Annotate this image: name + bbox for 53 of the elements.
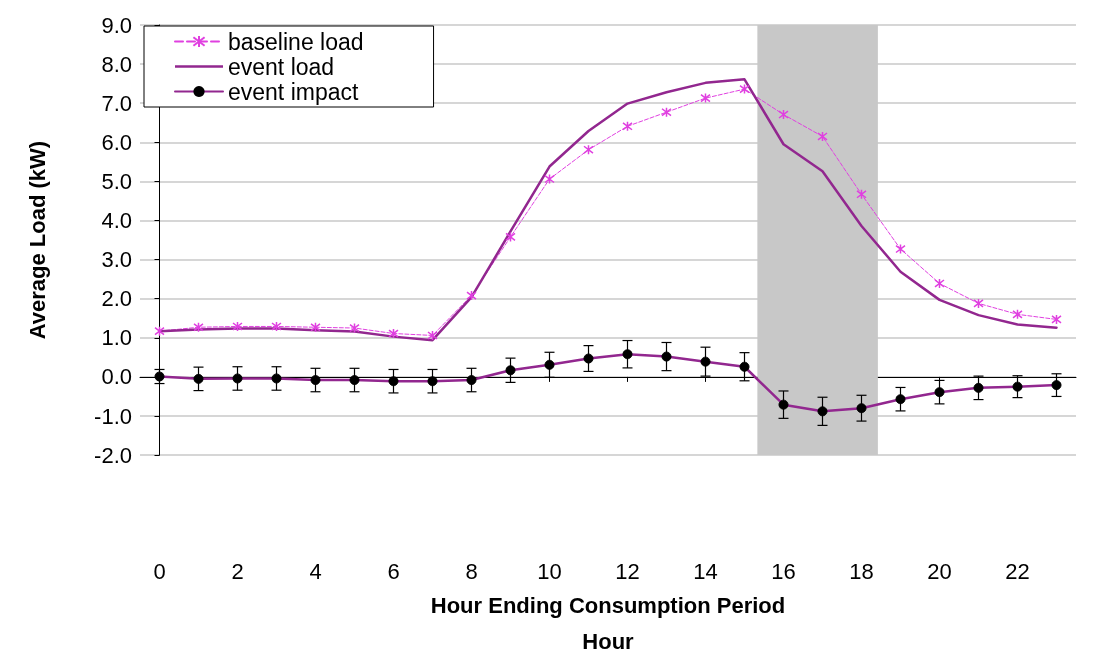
point — [388, 328, 399, 339]
point — [739, 83, 750, 95]
point — [817, 131, 828, 142]
point — [505, 231, 516, 243]
y-tick-label: -2.0 — [94, 442, 132, 468]
y-tick-label: 7.0 — [101, 90, 132, 116]
x-tick-label: 22 — [1005, 558, 1030, 584]
x-tick-label: 2 — [231, 558, 244, 584]
point — [427, 330, 438, 341]
x-tick-label: 12 — [615, 558, 640, 584]
point — [349, 322, 360, 334]
point — [154, 325, 165, 337]
point — [622, 121, 633, 132]
point — [700, 92, 711, 104]
y-tick-label: 3.0 — [101, 247, 132, 273]
y-tick-label: 0.0 — [101, 364, 132, 390]
x-tick-label: 10 — [537, 558, 562, 584]
y-tick-label: 6.0 — [101, 129, 132, 155]
y-axis-title: Average Load (kW) — [24, 140, 50, 340]
x-tick-label: 6 — [387, 558, 400, 584]
point — [466, 290, 477, 301]
x-tick-label: 14 — [693, 558, 718, 584]
y-tick-label: -1.0 — [94, 403, 132, 429]
point — [934, 278, 945, 289]
y-tick-label: 8.0 — [101, 51, 132, 77]
point — [310, 321, 321, 333]
point — [583, 144, 594, 155]
y-tick-label: 1.0 — [101, 325, 132, 351]
legend-label: baseline load — [228, 28, 364, 55]
x-tick-label: 4 — [309, 558, 322, 584]
point — [856, 189, 867, 200]
x-tick-label: 20 — [927, 558, 952, 584]
point — [232, 321, 243, 332]
legend-label: event impact — [228, 78, 360, 105]
point — [661, 106, 672, 118]
x-axis-title: Hour Ending Consumption Period Hour — [430, 592, 786, 654]
x-tick-label: 8 — [465, 558, 478, 584]
x-tick-label: 0 — [153, 558, 166, 584]
y-tick-label: 2.0 — [101, 286, 132, 312]
y-tick-label: 5.0 — [101, 168, 132, 194]
point — [1012, 309, 1023, 320]
point — [544, 173, 555, 185]
x-tick-label: 16 — [771, 558, 796, 584]
y-tick-label: 9.0 — [101, 12, 132, 38]
point — [193, 321, 204, 333]
legend-label: event load — [228, 53, 335, 80]
point — [973, 298, 984, 309]
point — [778, 109, 789, 120]
point — [1051, 314, 1062, 325]
y-tick-label: 4.0 — [101, 208, 132, 233]
point — [895, 243, 906, 255]
x-tick-label: 18 — [849, 558, 874, 584]
point — [271, 321, 282, 332]
